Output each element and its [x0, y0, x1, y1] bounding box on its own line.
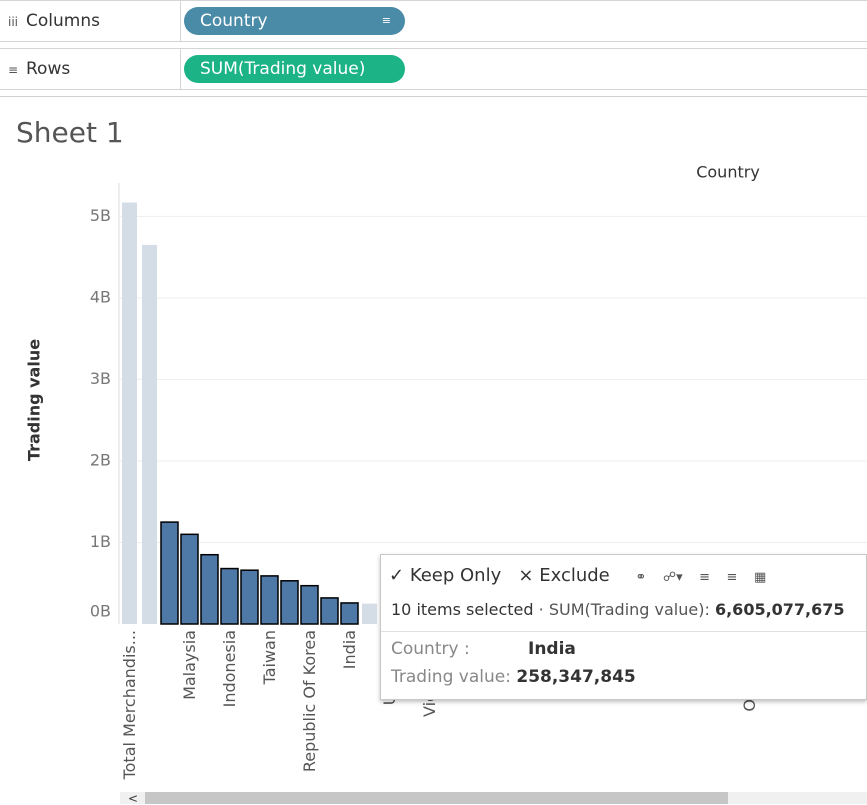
y-tick-label: 0B	[90, 602, 111, 621]
pill-text: SUM(Trading value)	[200, 59, 366, 79]
bar	[220, 567, 239, 625]
columns-shelf: iii Columns Country ≡	[0, 0, 867, 42]
x-tick-label: Malaysia	[180, 630, 199, 700]
y-tick-label: 2B	[90, 450, 111, 469]
selection-summary: 10 items selected · SUM(Trading value): …	[391, 600, 845, 619]
tooltip: ✓ Keep Only × Exclude ⚭ ☍▾ ≡ ≡ ▦ 10 item…	[380, 554, 867, 700]
exclude-text: Exclude	[539, 565, 610, 586]
tool-icons[interactable]: ⚭ ☍▾ ≡ ≡ ▦	[635, 570, 767, 585]
x-tick-label: Total Merchandis...	[120, 630, 139, 780]
y-tick-label: 5B	[90, 206, 111, 225]
bar	[180, 533, 199, 625]
keep-only-text: Keep Only	[409, 565, 502, 586]
x-tick-label: Indonesia	[220, 630, 239, 707]
bar	[160, 521, 179, 625]
bar	[340, 602, 359, 625]
bar	[300, 584, 319, 625]
bar	[320, 597, 339, 625]
rows-shelf: ≡ Rows SUM(Trading value)	[0, 48, 867, 90]
bar	[122, 202, 137, 624]
bar	[280, 580, 299, 625]
bar	[200, 553, 219, 625]
sheet-title: Sheet 1	[16, 116, 124, 149]
sum-label: SUM(Trading value):	[548, 600, 710, 619]
columns-text: Columns	[26, 11, 100, 31]
x-tick-label: Taiwan	[260, 630, 279, 685]
selection-count: 10 items selected	[391, 600, 534, 619]
rows-label: ≡ Rows	[0, 49, 181, 89]
country-value: India	[528, 639, 576, 659]
scrollbar-thumb[interactable]	[145, 792, 728, 804]
value-label: Trading value:	[391, 667, 511, 687]
bar	[260, 575, 279, 625]
rows-text: Rows	[26, 59, 71, 79]
y-tick-label: 4B	[90, 287, 111, 306]
country-label: Country :	[391, 639, 470, 659]
country-row: Country : India	[391, 639, 576, 659]
value-value: 258,347,845	[516, 667, 636, 687]
sum-pill[interactable]: SUM(Trading value)	[184, 55, 405, 83]
value-row: Trading value: 258,347,845	[391, 667, 636, 687]
separator	[381, 631, 866, 632]
column-header: Country	[696, 163, 760, 182]
bar	[362, 603, 377, 624]
bar	[142, 244, 157, 624]
pill-text: Country	[200, 11, 268, 31]
y-tick-label: 3B	[90, 369, 111, 388]
scroll-arrow[interactable]: <	[128, 792, 138, 805]
sheet	[0, 96, 867, 805]
exclude-button[interactable]: × Exclude	[518, 565, 610, 586]
sum-value: 6,605,077,675	[714, 600, 845, 619]
tooltip-actions: ✓ Keep Only × Exclude ⚭ ☍▾ ≡ ≡ ▦	[389, 565, 766, 586]
columns-label: iii Columns	[0, 1, 181, 41]
y-tick-label: 1B	[90, 532, 111, 551]
country-pill[interactable]: Country ≡	[184, 7, 405, 35]
x-tick-label: Republic Of Korea	[300, 630, 319, 772]
bar	[240, 569, 259, 625]
keep-only-button[interactable]: ✓ Keep Only	[389, 565, 502, 586]
x-tick-label: India	[340, 630, 359, 669]
y-axis-title: Trading value	[25, 339, 44, 461]
